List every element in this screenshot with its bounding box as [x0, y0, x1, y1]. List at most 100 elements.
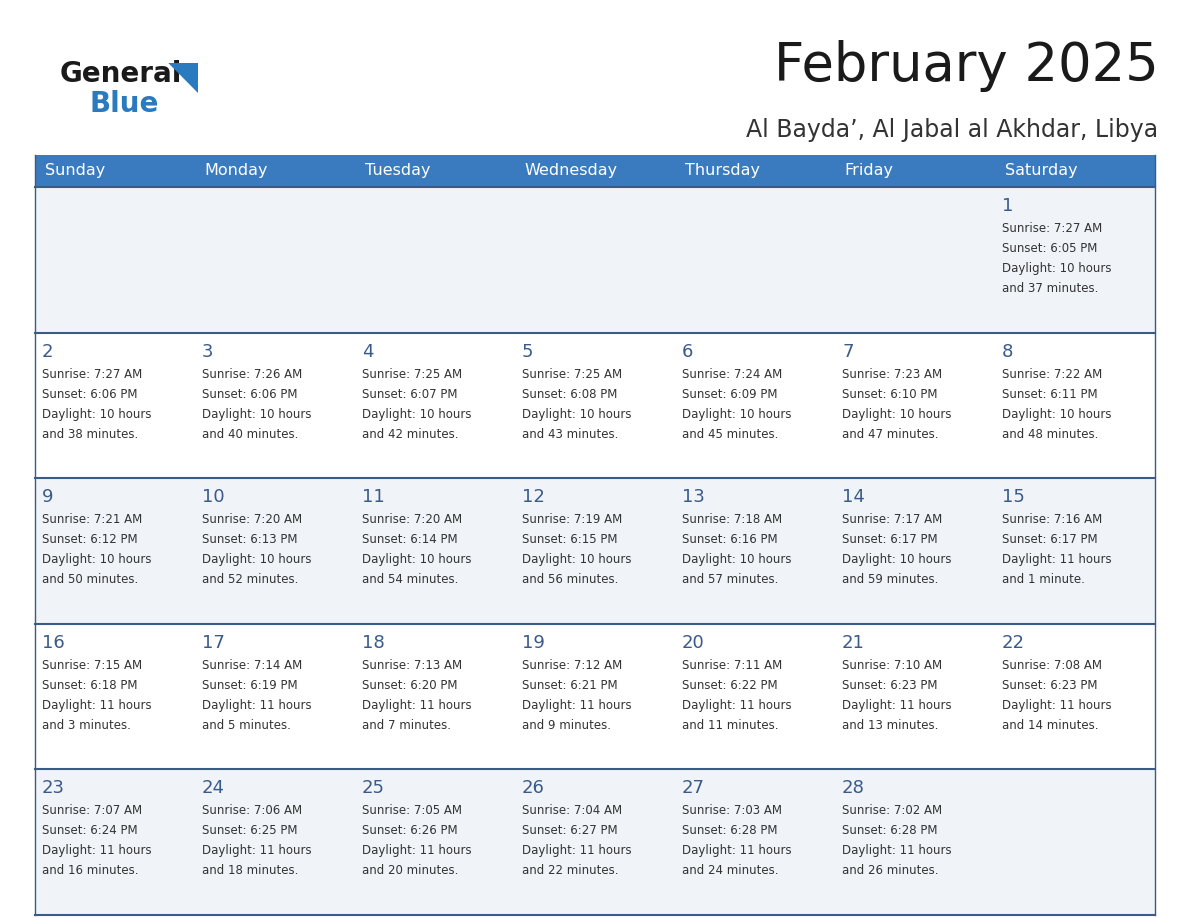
Text: Sunset: 6:21 PM: Sunset: 6:21 PM [522, 678, 618, 692]
Text: 9: 9 [42, 488, 53, 506]
Text: Sunset: 6:12 PM: Sunset: 6:12 PM [42, 533, 138, 546]
Text: Sunset: 6:07 PM: Sunset: 6:07 PM [362, 387, 457, 400]
Text: 5: 5 [522, 342, 533, 361]
Text: and 11 minutes.: and 11 minutes. [682, 719, 778, 732]
Text: 23: 23 [42, 779, 65, 798]
Text: Wednesday: Wednesday [525, 163, 618, 178]
Text: and 26 minutes.: and 26 minutes. [842, 865, 939, 878]
Text: and 59 minutes.: and 59 minutes. [842, 573, 939, 587]
Text: Daylight: 11 hours: Daylight: 11 hours [1001, 699, 1112, 711]
Text: and 42 minutes.: and 42 minutes. [362, 428, 459, 441]
Text: Sunday: Sunday [44, 163, 105, 178]
Text: Blue: Blue [90, 90, 159, 118]
Text: Sunrise: 7:11 AM: Sunrise: 7:11 AM [682, 659, 782, 672]
Text: Daylight: 11 hours: Daylight: 11 hours [202, 845, 311, 857]
Text: Sunrise: 7:07 AM: Sunrise: 7:07 AM [42, 804, 143, 817]
Text: Sunset: 6:09 PM: Sunset: 6:09 PM [682, 387, 777, 400]
Text: and 50 minutes.: and 50 minutes. [42, 573, 138, 587]
Text: Sunrise: 7:21 AM: Sunrise: 7:21 AM [42, 513, 143, 526]
Text: Sunset: 6:10 PM: Sunset: 6:10 PM [842, 387, 937, 400]
Text: and 47 minutes.: and 47 minutes. [842, 428, 939, 441]
Text: Sunrise: 7:05 AM: Sunrise: 7:05 AM [362, 804, 462, 817]
Text: and 13 minutes.: and 13 minutes. [842, 719, 939, 732]
Text: Sunrise: 7:12 AM: Sunrise: 7:12 AM [522, 659, 623, 672]
Text: Daylight: 10 hours: Daylight: 10 hours [842, 554, 952, 566]
Text: Daylight: 11 hours: Daylight: 11 hours [42, 845, 152, 857]
Text: Sunrise: 7:19 AM: Sunrise: 7:19 AM [522, 513, 623, 526]
Text: 11: 11 [362, 488, 385, 506]
Text: Sunset: 6:23 PM: Sunset: 6:23 PM [1001, 678, 1098, 692]
Text: 22: 22 [1001, 633, 1025, 652]
Text: and 40 minutes.: and 40 minutes. [202, 428, 298, 441]
Text: Daylight: 11 hours: Daylight: 11 hours [522, 699, 632, 711]
Text: and 14 minutes.: and 14 minutes. [1001, 719, 1099, 732]
Text: Sunrise: 7:27 AM: Sunrise: 7:27 AM [1001, 222, 1102, 235]
Text: 19: 19 [522, 633, 545, 652]
Text: February 2025: February 2025 [773, 40, 1158, 92]
Text: 18: 18 [362, 633, 385, 652]
Text: Sunset: 6:27 PM: Sunset: 6:27 PM [522, 824, 618, 837]
Text: Sunrise: 7:15 AM: Sunrise: 7:15 AM [42, 659, 143, 672]
Text: and 22 minutes.: and 22 minutes. [522, 865, 619, 878]
Text: 17: 17 [202, 633, 225, 652]
Text: 10: 10 [202, 488, 225, 506]
Text: Sunset: 6:16 PM: Sunset: 6:16 PM [682, 533, 778, 546]
Text: Daylight: 10 hours: Daylight: 10 hours [682, 554, 791, 566]
Text: Daylight: 10 hours: Daylight: 10 hours [362, 408, 472, 420]
Text: and 16 minutes.: and 16 minutes. [42, 865, 139, 878]
Text: Sunrise: 7:03 AM: Sunrise: 7:03 AM [682, 804, 782, 817]
Text: and 18 minutes.: and 18 minutes. [202, 865, 298, 878]
Text: Tuesday: Tuesday [365, 163, 430, 178]
Text: Sunrise: 7:10 AM: Sunrise: 7:10 AM [842, 659, 942, 672]
Text: Friday: Friday [845, 163, 893, 178]
Text: 15: 15 [1001, 488, 1025, 506]
Text: Sunrise: 7:08 AM: Sunrise: 7:08 AM [1001, 659, 1102, 672]
Text: Daylight: 11 hours: Daylight: 11 hours [842, 699, 952, 711]
Text: and 54 minutes.: and 54 minutes. [362, 573, 459, 587]
Text: Sunrise: 7:14 AM: Sunrise: 7:14 AM [202, 659, 302, 672]
Text: 25: 25 [362, 779, 385, 798]
Text: Daylight: 11 hours: Daylight: 11 hours [682, 845, 791, 857]
Text: 26: 26 [522, 779, 545, 798]
Text: 2: 2 [42, 342, 53, 361]
Text: 6: 6 [682, 342, 694, 361]
Text: Sunrise: 7:20 AM: Sunrise: 7:20 AM [362, 513, 462, 526]
Text: Thursday: Thursday [684, 163, 759, 178]
Text: Daylight: 10 hours: Daylight: 10 hours [42, 554, 152, 566]
Text: and 57 minutes.: and 57 minutes. [682, 573, 778, 587]
Text: Sunrise: 7:25 AM: Sunrise: 7:25 AM [522, 367, 623, 381]
Text: Daylight: 11 hours: Daylight: 11 hours [842, 845, 952, 857]
Text: Sunrise: 7:04 AM: Sunrise: 7:04 AM [522, 804, 623, 817]
Text: 27: 27 [682, 779, 704, 798]
Text: and 24 minutes.: and 24 minutes. [682, 865, 778, 878]
Text: Sunrise: 7:20 AM: Sunrise: 7:20 AM [202, 513, 302, 526]
Text: Sunset: 6:05 PM: Sunset: 6:05 PM [1001, 242, 1098, 255]
Text: 1: 1 [1001, 197, 1013, 215]
Text: Sunset: 6:23 PM: Sunset: 6:23 PM [842, 678, 937, 692]
Text: Daylight: 11 hours: Daylight: 11 hours [682, 699, 791, 711]
Text: Daylight: 11 hours: Daylight: 11 hours [202, 699, 311, 711]
Text: Sunset: 6:19 PM: Sunset: 6:19 PM [202, 678, 298, 692]
Text: Sunset: 6:11 PM: Sunset: 6:11 PM [1001, 387, 1098, 400]
Text: Sunset: 6:13 PM: Sunset: 6:13 PM [202, 533, 297, 546]
Text: 28: 28 [842, 779, 865, 798]
Text: 8: 8 [1001, 342, 1013, 361]
Text: Sunrise: 7:17 AM: Sunrise: 7:17 AM [842, 513, 942, 526]
Text: Daylight: 11 hours: Daylight: 11 hours [362, 845, 472, 857]
Text: and 52 minutes.: and 52 minutes. [202, 573, 298, 587]
Text: 7: 7 [842, 342, 853, 361]
Text: 21: 21 [842, 633, 865, 652]
Text: Sunrise: 7:26 AM: Sunrise: 7:26 AM [202, 367, 302, 381]
Text: and 1 minute.: and 1 minute. [1001, 573, 1085, 587]
Text: 3: 3 [202, 342, 214, 361]
Text: and 9 minutes.: and 9 minutes. [522, 719, 611, 732]
Text: Sunrise: 7:02 AM: Sunrise: 7:02 AM [842, 804, 942, 817]
Text: Sunset: 6:26 PM: Sunset: 6:26 PM [362, 824, 457, 837]
Text: and 45 minutes.: and 45 minutes. [682, 428, 778, 441]
Text: and 43 minutes.: and 43 minutes. [522, 428, 619, 441]
Text: Daylight: 10 hours: Daylight: 10 hours [1001, 408, 1112, 420]
Text: Sunset: 6:25 PM: Sunset: 6:25 PM [202, 824, 297, 837]
Text: Daylight: 10 hours: Daylight: 10 hours [522, 554, 632, 566]
Text: Sunrise: 7:25 AM: Sunrise: 7:25 AM [362, 367, 462, 381]
Text: Sunset: 6:06 PM: Sunset: 6:06 PM [42, 387, 138, 400]
